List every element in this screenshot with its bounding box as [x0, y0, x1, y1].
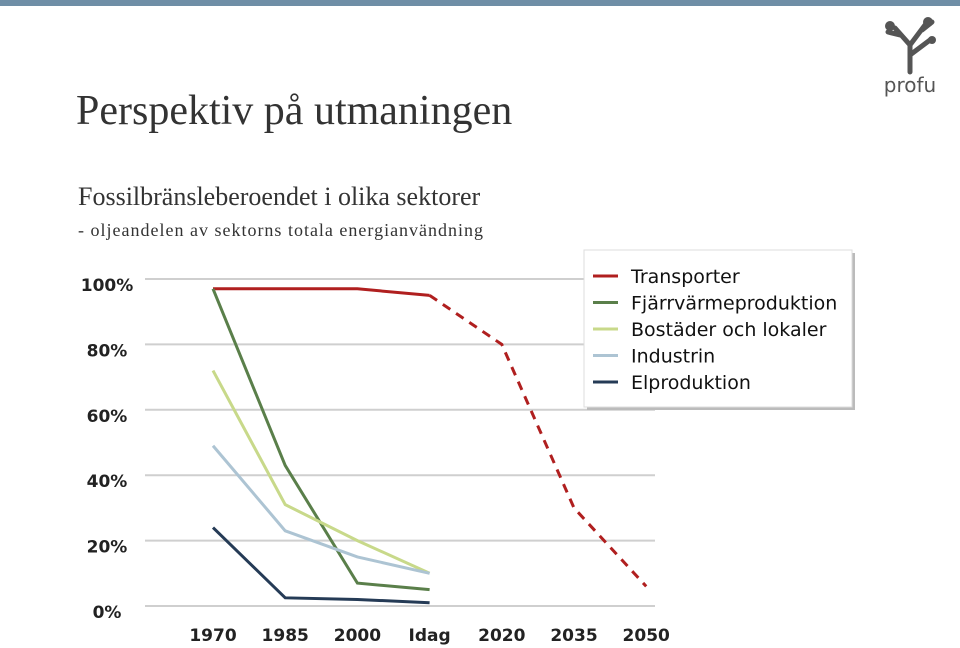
legend-label: Transporter	[630, 266, 740, 288]
series-line	[211, 444, 430, 575]
series-line	[211, 526, 430, 605]
y-tick-label: 80%	[87, 341, 128, 361]
legend-label: Fjärrvärmeproduktion	[631, 293, 837, 315]
x-tick-label: Idag	[409, 626, 451, 646]
chart-title: Fossilbränsleberoendet i olika sektorer	[78, 182, 481, 211]
y-tick-label: 40%	[87, 472, 128, 492]
y-tick-label: 20%	[87, 538, 128, 558]
y-tick-label: 0%	[93, 603, 122, 623]
chart-subtitle: - oljeandelen av sektorns totala energia…	[78, 220, 484, 240]
legend: Transporter Fjärrvärmeproduktion Bostäder …	[583, 249, 855, 410]
x-tick-label: 2000	[334, 626, 381, 646]
x-tick-label: 2020	[478, 626, 525, 646]
top-bar	[0, 0, 960, 6]
legend-label: Industrin	[631, 346, 715, 368]
slide-title: Perspektiv på utmaningen	[76, 88, 512, 134]
series-line	[211, 369, 431, 575]
series-line	[428, 294, 648, 588]
legend-label: Elproduktion	[631, 372, 751, 394]
legend-box	[583, 249, 853, 408]
y-tick-label: 100%	[81, 276, 134, 296]
legend-label: Bostäder och lokaler	[631, 319, 827, 341]
y-tick-label: 60%	[87, 407, 128, 427]
logo-text: profu	[884, 73, 936, 97]
x-tick-label: 1985	[262, 626, 309, 646]
logo-icon	[885, 17, 936, 75]
series-line	[213, 287, 430, 297]
x-tick-label: 2035	[550, 626, 597, 646]
x-tick-label: 2050	[623, 626, 670, 646]
x-tick-label: 1970	[189, 626, 236, 646]
